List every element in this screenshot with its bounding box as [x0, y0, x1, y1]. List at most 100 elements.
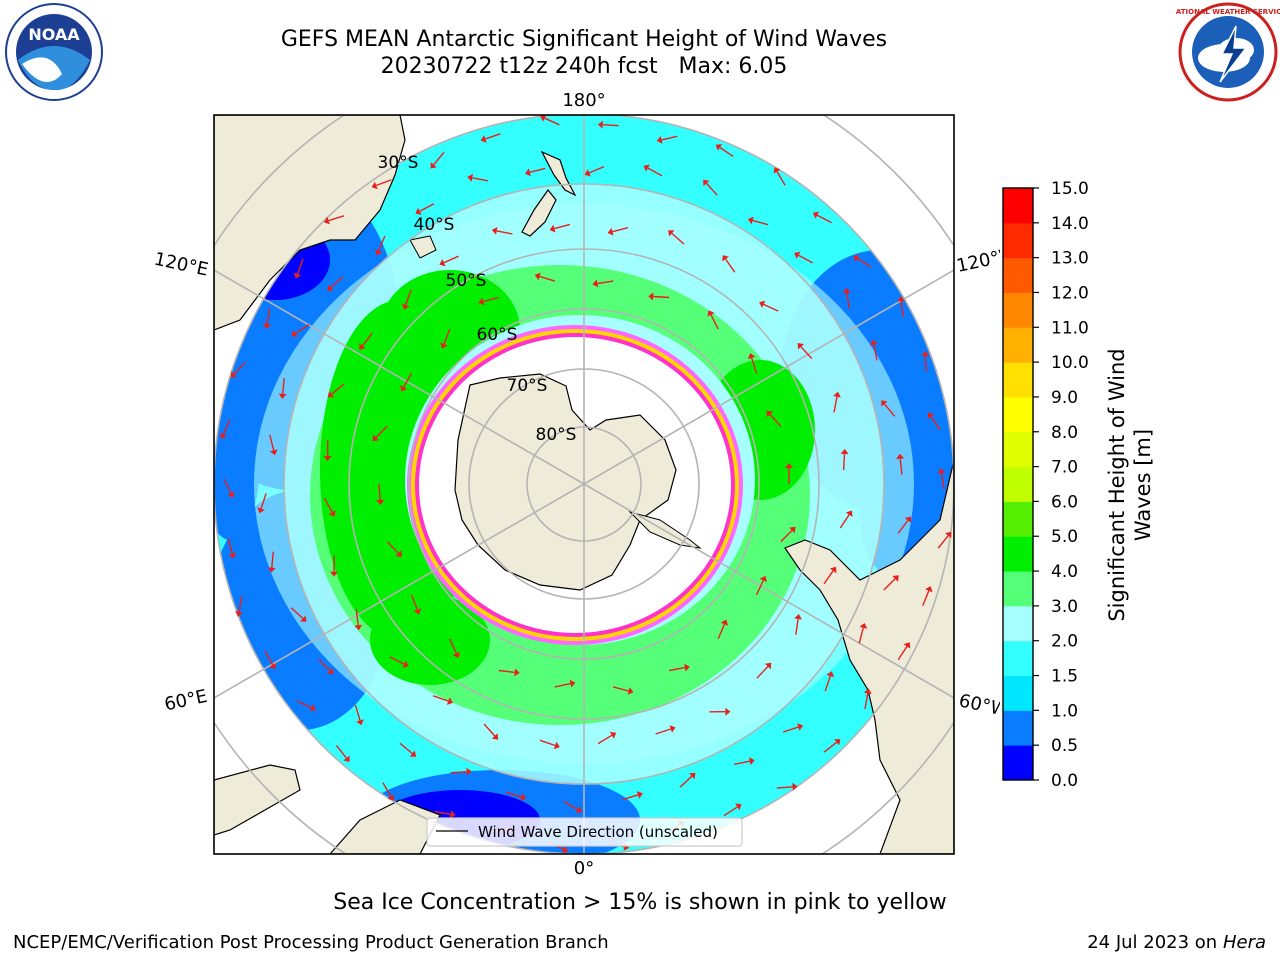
wave-direction-arrow-shaft — [378, 483, 381, 501]
sea-ice-caption: Sea Ice Concentration > 15% is shown in … — [333, 890, 947, 915]
wave-direction-arrow-shaft — [776, 786, 793, 789]
wave-direction-arrow-shaft — [449, 638, 458, 654]
wave-direction-arrow-head — [722, 255, 729, 262]
wave-direction-arrow-head — [636, 791, 643, 799]
wave-direction-arrow-head — [230, 371, 238, 378]
antarctica-landmass — [454, 373, 677, 591]
wave-direction-arrow-shaft — [382, 782, 392, 797]
wave-direction-arrow-shaft — [750, 357, 758, 374]
wave-direction-arrow-head — [668, 230, 675, 237]
wave-direction-arrow-head — [309, 704, 316, 712]
colorbar-swatch — [1003, 362, 1033, 398]
wave-direction-arrow-head — [415, 207, 422, 215]
wave-direction-arrow-shaft — [399, 742, 413, 755]
wave-direction-arrow-shaft — [833, 396, 838, 413]
wave-direction-arrow-shaft — [354, 704, 361, 721]
wave-direction-arrow-head — [446, 697, 453, 705]
wave-direction-arrow-head — [467, 173, 473, 182]
wave-direction-arrow-head — [356, 719, 364, 726]
wave-direction-arrow-shaft — [671, 232, 685, 245]
wave-direction-arrow-head — [749, 757, 755, 766]
wave-direction-arrow-shaft — [227, 538, 233, 554]
footer-host: Hera — [1222, 932, 1266, 953]
wave-direction-arrow-head — [945, 531, 952, 539]
wave-direction-arrow-shaft — [323, 497, 333, 513]
colorbar-swatch — [1003, 710, 1033, 746]
wave-direction-arrow-head — [395, 550, 402, 557]
wave-direction-arrow-shaft — [824, 675, 831, 692]
colorbar-tick-label: 15.0 — [1051, 179, 1089, 199]
colorbar-tick-label: 3.0 — [1051, 597, 1078, 617]
wave-direction-arrow-shaft — [922, 590, 930, 606]
colorbar-tick-label: 9.0 — [1051, 388, 1078, 408]
wave-direction-arrow-head — [584, 169, 591, 177]
wave-direction-arrow-shaft — [647, 167, 663, 177]
wave-direction-arrow-head — [491, 733, 499, 740]
wave-direction-arrow-shaft — [376, 179, 392, 187]
wave-direction-arrow-head — [937, 468, 946, 474]
wave-direction-arrow-shaft — [378, 235, 386, 252]
wave-direction-arrow-head — [409, 750, 417, 757]
wave-direction-arrow-shaft — [588, 165, 605, 174]
wave-direction-arrow-head — [707, 310, 715, 317]
wave-direction-arrow-shaft — [419, 203, 435, 212]
colorbar-tick-label: 1.5 — [1051, 667, 1078, 687]
wave-direction-arrow-head — [764, 662, 772, 670]
wave-direction-arrow-head — [278, 393, 287, 399]
wave-direction-arrow-shaft — [296, 258, 304, 275]
map-frame — [213, 114, 955, 855]
lat-label-40s: 40°S — [414, 215, 455, 235]
wave-direction-arrow-head — [354, 624, 363, 631]
wave-direction-arrow-shaft — [883, 403, 896, 417]
wave-direction-arrow-shaft — [450, 771, 467, 774]
wave-direction-arrow-head — [291, 330, 298, 337]
colorbar-label-line-2: Waves [m] — [1131, 429, 1155, 541]
wave-direction-arrow-shaft — [539, 275, 556, 282]
wave-direction-arrow-shaft — [269, 434, 275, 451]
wave-direction-arrow-head — [387, 794, 395, 801]
wave-direction-arrow-shaft — [335, 744, 347, 759]
wave-direction-arrow-head — [903, 642, 911, 649]
wave-direction-arrow-shaft — [897, 520, 909, 534]
wave-direction-arrow-shaft — [930, 416, 941, 431]
wave-direction-arrow-head — [300, 615, 307, 622]
wave-direction-arrow-head — [267, 567, 276, 573]
wave-direction-arrow-shaft — [669, 666, 686, 672]
wave-direction-arrow-shaft — [290, 607, 304, 619]
noaa-logo-text: NOAA — [28, 25, 80, 44]
wave-direction-arrow-head — [759, 575, 767, 583]
wave-direction-arrow-shaft — [899, 458, 903, 475]
wave-direction-arrow-shaft — [782, 726, 799, 733]
wave-direction-arrow-shaft — [937, 535, 949, 549]
wave-direction-arrow-head — [656, 136, 663, 144]
wave-direction-arrow-shaft — [539, 739, 556, 747]
wave-direction-arrow-head — [257, 507, 265, 514]
wave-direction-arrow-shaft — [613, 686, 629, 692]
wave-direction-arrow-head — [400, 385, 408, 392]
wave-direction-arrow-shaft — [710, 314, 719, 330]
colorbar-swatch — [1003, 292, 1033, 328]
wave-direction-arrow-shaft — [823, 570, 834, 585]
wave-direction-arrow-shaft — [719, 146, 734, 157]
wave-direction-arrow-head — [227, 491, 235, 498]
lon-label-180: 180° — [562, 90, 605, 111]
wave-direction-arrow-shaft — [233, 361, 246, 375]
wave-direction-arrow-head — [597, 120, 603, 129]
wave-direction-arrow-shaft — [498, 669, 515, 674]
wave-direction-arrow-shaft — [375, 425, 388, 439]
wave-direction-arrow-head — [892, 575, 899, 582]
wave-direction-arrow-head — [609, 731, 617, 739]
wave-direction-arrow-head — [689, 772, 696, 780]
wave-direction-arrow-head — [797, 723, 804, 731]
wave-direction-arrow-shaft — [472, 177, 489, 182]
wave-direction-arrow-head — [452, 651, 460, 658]
colorbar-swatches — [1003, 188, 1033, 781]
new-zealand-landmass — [521, 150, 577, 237]
africa-landmass — [214, 764, 301, 836]
wave-direction-arrow-head — [747, 216, 754, 225]
colorbar-swatch — [1003, 501, 1033, 537]
wave-direction-arrow-shaft — [402, 372, 413, 388]
lon-label-120e: 120°E — [152, 249, 210, 281]
wave-direction-arrow-head — [592, 279, 598, 288]
wave-direction-arrow-head — [480, 135, 487, 143]
